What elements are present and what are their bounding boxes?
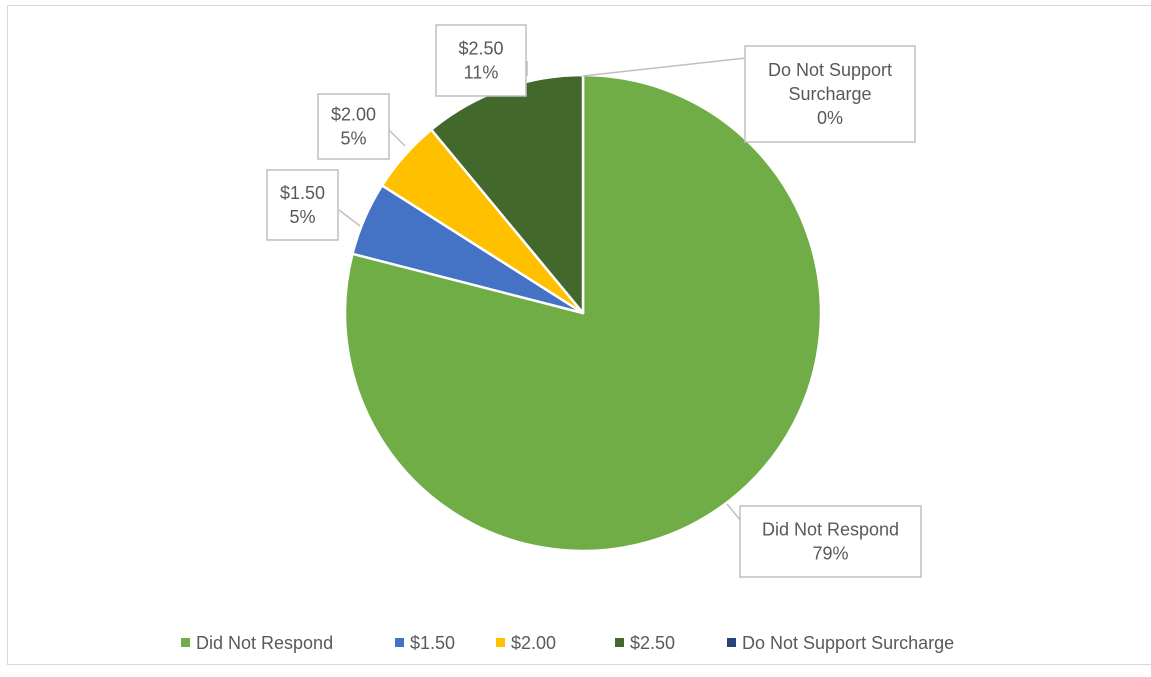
data-label-box <box>317 93 390 160</box>
legend-swatch <box>496 638 505 647</box>
data-label-value: 11% <box>464 63 499 83</box>
data-label-did-not-respond: Did Not Respond 79% <box>739 505 922 578</box>
data-label-category: $2.00 <box>331 105 376 125</box>
legend-label: $1.50 <box>410 633 455 653</box>
data-label-box <box>744 45 916 143</box>
data-label-value: 5% <box>340 129 366 149</box>
legend: Did Not Respond $1.50 $2.00 $2.50 Do Not Sup… <box>181 633 954 653</box>
leader-lines <box>338 57 747 522</box>
leader-line-do-not-support-surcharge <box>582 57 747 77</box>
data-label-category: Did Not Respond <box>762 520 899 540</box>
data-label-2-00: $2.00 5% <box>317 93 390 160</box>
data-label-1-50: $1.50 5% <box>266 169 339 241</box>
legend-label: $2.50 <box>630 633 675 653</box>
data-label-category: $1.50 <box>280 183 325 203</box>
data-label-2-50: $2.50 11% <box>435 24 527 97</box>
data-label-value: 5% <box>289 207 315 227</box>
pie-slices <box>343 73 823 553</box>
leader-line-2-00 <box>388 129 406 147</box>
data-label-category: $2.50 <box>458 39 503 59</box>
legend-item-do-not-support-surcharge: Do Not Support Surcharge <box>727 633 954 653</box>
leader-line-1-50 <box>338 209 361 227</box>
legend-item-1-50: $1.50 <box>395 633 455 653</box>
data-label-value: 79% <box>812 544 848 564</box>
legend-item-2-00: $2.00 <box>496 633 556 653</box>
legend-item-did-not-respond: Did Not Respond <box>181 633 333 653</box>
data-label-category: Do Not Support <box>768 60 892 80</box>
data-label-value: 0% <box>817 108 843 128</box>
legend-label: Do Not Support Surcharge <box>742 633 954 653</box>
legend-swatch <box>395 638 404 647</box>
legend-swatch <box>615 638 624 647</box>
data-labels: Did Not Respond 79% $1.50 5% $2.00 5% $2.50 11%… <box>266 24 922 578</box>
legend-label: Did Not Respond <box>196 633 333 653</box>
data-label-box <box>266 169 339 241</box>
data-label-box <box>739 505 922 578</box>
legend-item-2-50: $2.50 <box>615 633 675 653</box>
data-label-box <box>435 24 527 97</box>
legend-label: $2.00 <box>511 633 556 653</box>
data-label-category: Surcharge <box>788 84 871 104</box>
legend-swatch <box>727 638 736 647</box>
legend-swatch <box>181 638 190 647</box>
leader-line-did-not-respond <box>726 503 742 522</box>
data-label-do-not-support-surcharge: Do Not Support Surcharge 0% <box>744 45 916 143</box>
